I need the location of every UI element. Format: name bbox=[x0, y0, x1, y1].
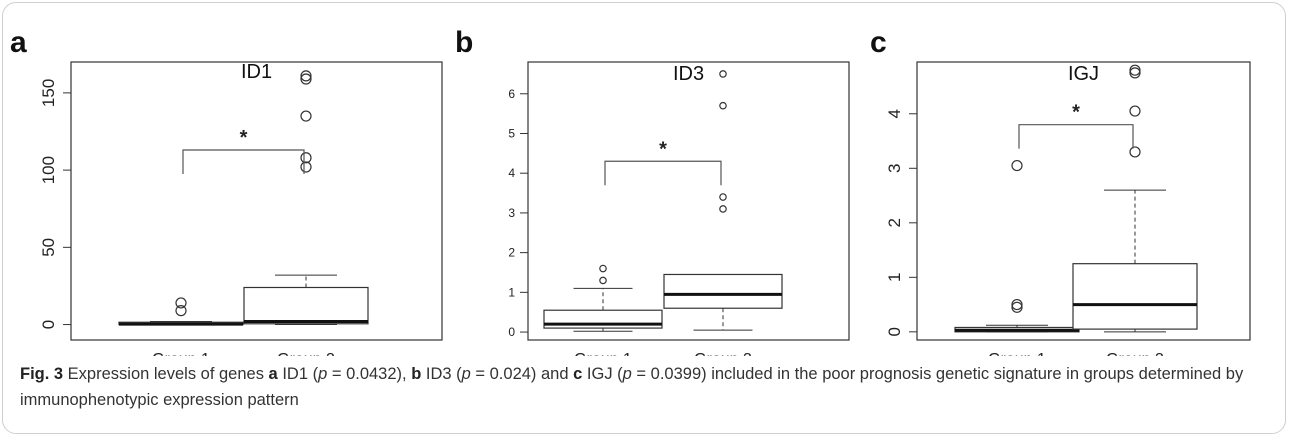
outlier-point bbox=[300, 110, 312, 122]
outlier-point bbox=[1011, 159, 1023, 172]
caption-p-3: p bbox=[622, 365, 632, 383]
y-tick-label: 0 bbox=[508, 325, 515, 339]
outlier-point bbox=[599, 264, 607, 273]
caption-text-3: = 0.0432), bbox=[327, 365, 412, 383]
significance-bracket bbox=[182, 149, 305, 175]
outlier-point bbox=[1011, 298, 1023, 311]
y-tick-label: 2 bbox=[885, 218, 904, 227]
caption-letter-a: a bbox=[268, 365, 278, 383]
panel-letter-b: b bbox=[455, 26, 473, 59]
outlier-point bbox=[175, 297, 187, 309]
significance-bracket bbox=[1018, 124, 1134, 149]
outlier-point bbox=[599, 276, 607, 285]
y-tick-label: 4 bbox=[885, 109, 904, 118]
caption-p-2: p bbox=[461, 365, 471, 383]
y-tick-label: 100 bbox=[39, 156, 58, 184]
y-tick-label: 3 bbox=[885, 164, 904, 173]
significance-asterisk: * bbox=[240, 127, 248, 149]
caption-text-4: ID3 ( bbox=[421, 365, 462, 383]
outlier-point bbox=[1129, 105, 1141, 117]
x-category-label: Group 3 bbox=[694, 351, 752, 356]
panel-igj: IGJ 0 1 2 3 4 Group 1 Group 3 * bbox=[885, 61, 1251, 356]
x-category-label: Group 1 bbox=[574, 351, 632, 356]
outlier-point bbox=[719, 101, 727, 110]
plot-frame bbox=[916, 61, 1251, 341]
plot-frame bbox=[70, 61, 443, 341]
plot-title: ID1 bbox=[241, 61, 272, 83]
outlier-point bbox=[175, 305, 187, 317]
outlier-point bbox=[719, 70, 727, 78]
panel-id1: ID1 0 50 100 150 Group 1 Group 3 * bbox=[39, 61, 443, 356]
outlier-point bbox=[1129, 67, 1141, 79]
outlier-point bbox=[300, 161, 312, 173]
box-group-3 bbox=[663, 273, 783, 309]
outlier-point bbox=[300, 70, 312, 82]
y-tick-label: 50 bbox=[39, 238, 58, 257]
x-category-label: Group 3 bbox=[1106, 351, 1164, 356]
x-category-label: Group 3 bbox=[277, 351, 335, 356]
panel-id3: ID3 0 1 2 3 4 5 6 Group 1 Group 3 * bbox=[508, 61, 850, 356]
x-category-label: Group 1 bbox=[152, 351, 210, 356]
boxplot-figure: a b c ID1050100150Group 1Group 3* ID3012… bbox=[10, 26, 1251, 356]
outlier-point bbox=[719, 205, 727, 213]
y-tick-label: 0 bbox=[885, 327, 904, 336]
panel-letter-c: c bbox=[870, 26, 887, 59]
significance-bracket bbox=[604, 160, 722, 186]
outlier-point bbox=[300, 152, 312, 164]
outlier-point bbox=[1129, 64, 1141, 76]
y-tick-label: 4 bbox=[508, 166, 515, 180]
y-tick-label: 6 bbox=[508, 87, 515, 101]
outlier-point bbox=[1129, 146, 1141, 158]
caption-text-2: ID1 ( bbox=[277, 365, 319, 383]
y-tick-label: 2 bbox=[508, 246, 515, 260]
plot-title: IGJ bbox=[1068, 63, 1099, 85]
figure-caption: Fig. 3 Expression levels of genes a ID1 … bbox=[20, 361, 1270, 413]
caption-letter-b: b bbox=[411, 365, 422, 383]
y-tick-label: 1 bbox=[508, 285, 515, 299]
y-tick-label: 0 bbox=[39, 320, 58, 329]
panel-letter-a: a bbox=[10, 26, 27, 59]
y-tick-label: 5 bbox=[508, 126, 515, 140]
outlier-point bbox=[1011, 301, 1023, 313]
outlier-point bbox=[300, 73, 312, 85]
significance-asterisk: * bbox=[1072, 102, 1080, 124]
box-group-3 bbox=[1072, 263, 1198, 330]
caption-letter-c: c bbox=[573, 365, 583, 383]
x-category-label: Group 1 bbox=[988, 351, 1046, 356]
outlier-point bbox=[719, 193, 727, 201]
y-tick-label: 3 bbox=[508, 206, 515, 220]
plot-frame bbox=[527, 61, 850, 341]
significance-asterisk: * bbox=[659, 138, 667, 160]
plot-title: ID3 bbox=[673, 63, 704, 85]
box-group-3 bbox=[243, 286, 369, 325]
caption-text-1: Expression levels of genes bbox=[63, 365, 269, 383]
caption-p-1: p bbox=[318, 365, 328, 383]
caption-text-6: IGJ ( bbox=[582, 365, 623, 383]
y-tick-label: 150 bbox=[39, 79, 58, 107]
caption-text-7: = 0.0399) included in the poor prognosis… bbox=[20, 365, 1244, 409]
y-tick-label: 1 bbox=[885, 273, 904, 282]
caption-fig-label: Fig. 3 bbox=[20, 365, 64, 383]
caption-text-5: = 0.024) and bbox=[470, 365, 574, 383]
